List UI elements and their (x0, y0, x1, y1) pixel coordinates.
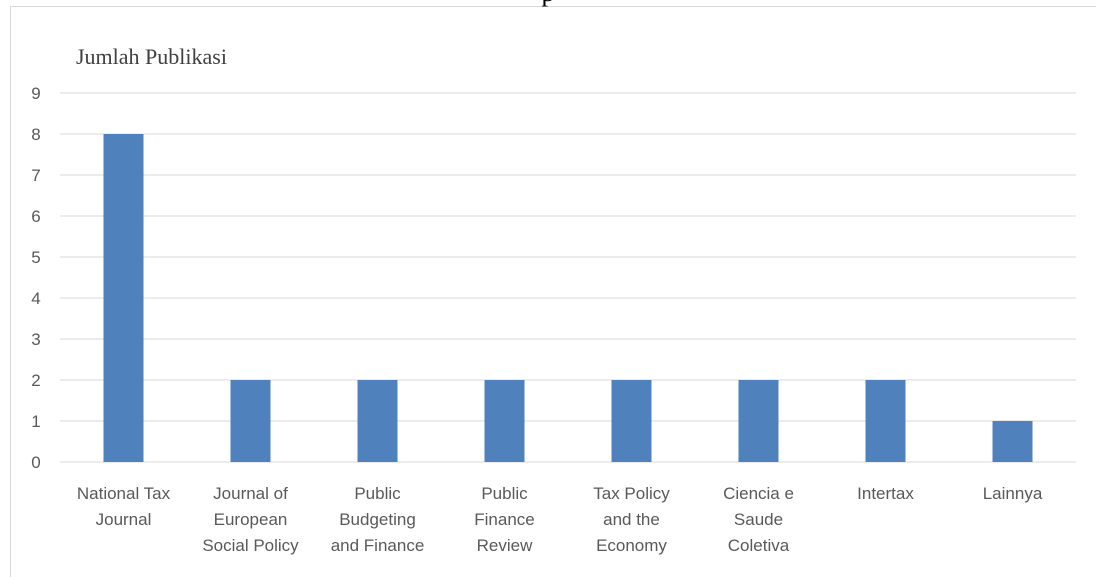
x-category-label-line: Review (477, 536, 533, 555)
x-category-label: Journal of European Social Policy (202, 484, 299, 555)
x-category-label-line: and the (603, 510, 660, 529)
y-tick-label: 6 (31, 207, 40, 226)
bar (230, 380, 271, 462)
y-axis-title: Jumlah Publikasi (76, 44, 227, 69)
x-category-label-line: Intertax (857, 484, 914, 503)
x-category-label-line: National Tax (77, 484, 171, 503)
x-category-label-line: Coletiva (728, 536, 790, 555)
x-category-label-line: Tax Policy (593, 484, 670, 503)
y-tick-label: 0 (31, 453, 40, 472)
bar (357, 380, 398, 462)
bar (865, 380, 906, 462)
x-category-label-line: Budgeting (339, 510, 416, 529)
bar (738, 380, 779, 462)
x-category-labels: National Tax Journal Journal of European Soc… (77, 484, 1043, 555)
y-tick-label: 1 (31, 412, 40, 431)
x-category-label-line: Economy (596, 536, 667, 555)
y-tick-label: 3 (31, 330, 40, 349)
y-tick-label: 5 (31, 248, 40, 267)
y-tick-labels: 0 1 2 3 4 5 6 7 8 9 (31, 84, 40, 472)
y-tick-label: 2 (31, 371, 40, 390)
x-category-label-line: Ciencia e (723, 484, 794, 503)
x-category-label-line: and Finance (331, 536, 425, 555)
y-tick-label: 4 (31, 289, 40, 308)
x-category-label-line: European (214, 510, 288, 529)
x-category-label-line: Social Policy (202, 536, 299, 555)
y-tick-label: 8 (31, 125, 40, 144)
bar (103, 134, 144, 462)
x-category-label-line: Finance (474, 510, 534, 529)
x-category-label: Public Budgeting and Finance (331, 484, 425, 555)
x-category-label-line: Journal (96, 510, 152, 529)
x-category-label: Lainnya (983, 484, 1043, 503)
chart-frame (10, 6, 1096, 577)
x-category-label-line: Public (354, 484, 401, 503)
x-category-label-line: Lainnya (983, 484, 1043, 503)
x-category-label-line: Journal of (213, 484, 288, 503)
x-category-label: Intertax (857, 484, 914, 503)
x-category-label-line: Public (481, 484, 528, 503)
x-category-label: Tax Policy and the Economy (593, 484, 670, 555)
clipped-heading: p (0, 0, 1096, 8)
y-tick-label: 7 (31, 166, 40, 185)
x-category-label: Public Finance Review (474, 484, 534, 555)
x-category-label: National Tax Journal (77, 484, 171, 529)
y-tick-label: 9 (31, 84, 40, 103)
bars (103, 134, 1033, 462)
gridlines (60, 92, 1076, 463)
x-category-label-line: Saude (734, 510, 783, 529)
bar (611, 380, 652, 462)
bar (992, 421, 1033, 462)
bar (484, 380, 525, 462)
x-category-label: Ciencia e Saude Coletiva (723, 484, 794, 555)
